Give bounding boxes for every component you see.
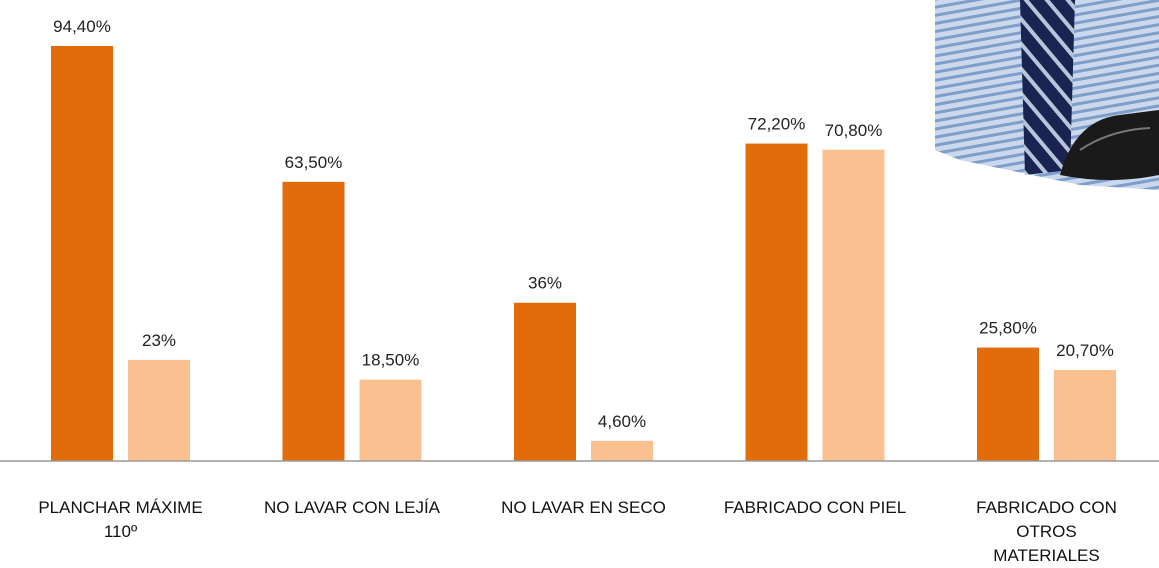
x-tick-label: NO LAVAR EN SECO <box>501 498 666 517</box>
value-label: 4,60% <box>598 412 646 431</box>
value-label: 36% <box>528 274 562 293</box>
value-label: 94,40% <box>53 17 111 36</box>
bar <box>359 379 422 461</box>
x-tick-label: NO LAVAR CON LEJÍA <box>263 498 441 517</box>
value-label: 72,20% <box>748 115 806 134</box>
bar <box>282 181 345 461</box>
bar <box>591 440 653 461</box>
bar <box>51 46 113 461</box>
bar <box>745 143 808 461</box>
x-tick-label: FABRICADO CON OTROS MATERIALES <box>976 498 1117 565</box>
value-label: 25,80% <box>979 319 1037 338</box>
bar <box>128 359 190 461</box>
bar <box>514 302 576 461</box>
chart: 94,40% 63,50% 36% 72,20% 25,80% 23% 18,50% 4,60… <box>0 0 1159 462</box>
bar <box>822 149 885 461</box>
value-label: 23% <box>142 331 176 350</box>
product-photo <box>935 0 1159 190</box>
x-tick-label: PLANCHAR MÁXIME 110º <box>38 498 203 541</box>
value-label: 18,50% <box>362 351 420 370</box>
value-label: 70,80% <box>825 121 883 140</box>
value-label: 63,50% <box>285 153 343 172</box>
bar <box>1054 369 1116 461</box>
x-tick-label: FABRICADO CON PIEL <box>723 498 907 517</box>
value-label: 20,70% <box>1056 341 1114 360</box>
bar <box>977 347 1039 461</box>
